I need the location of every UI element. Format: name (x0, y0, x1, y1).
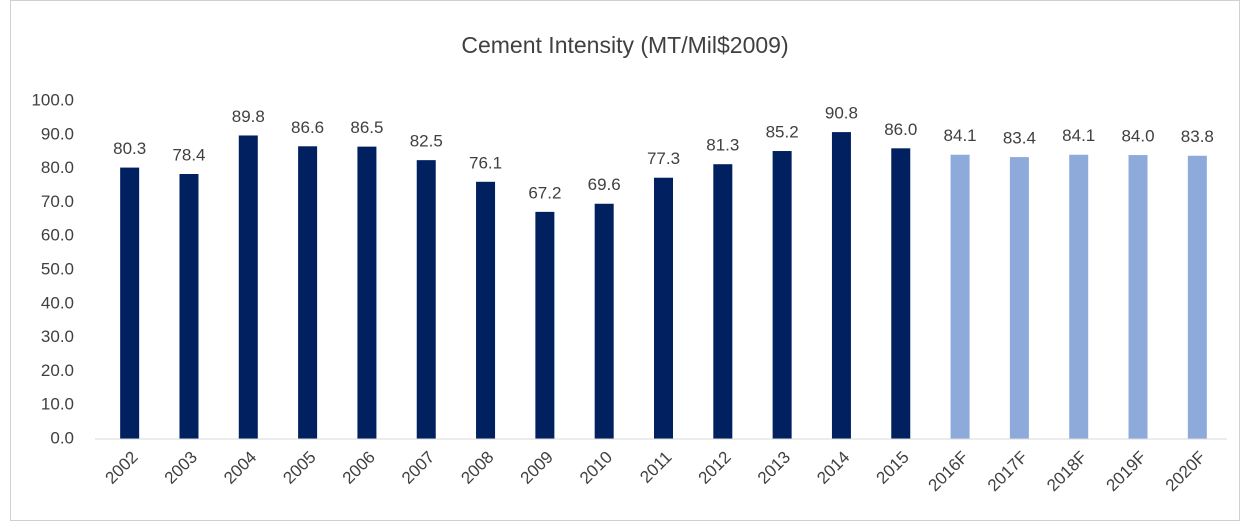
data-label: 86.5 (350, 118, 383, 137)
bar (950, 154, 970, 439)
data-label: 86.0 (884, 120, 917, 139)
data-label: 77.3 (647, 149, 680, 168)
data-label: 78.4 (172, 145, 205, 164)
bar (1009, 157, 1029, 439)
y-tick-label: 10.0 (41, 395, 74, 414)
y-tick-label: 0.0 (50, 428, 74, 447)
bar (1187, 155, 1207, 440)
data-label: 85.2 (766, 123, 799, 142)
bar (831, 132, 851, 439)
bar (713, 164, 733, 439)
y-tick-label: 100.0 (31, 90, 74, 109)
y-tick-label: 70.0 (41, 192, 74, 211)
bar (476, 181, 496, 440)
bar (594, 203, 614, 439)
y-tick-label: 20.0 (41, 361, 74, 380)
bar (179, 174, 199, 439)
y-tick-label: 60.0 (41, 226, 74, 245)
chart-border (10, 0, 1240, 521)
bar (772, 151, 792, 440)
data-label: 83.8 (1181, 127, 1214, 146)
data-label: 86.6 (291, 118, 324, 137)
bar (1128, 155, 1148, 439)
data-label: 76.1 (469, 153, 502, 172)
bar (120, 167, 140, 439)
data-label: 90.8 (825, 104, 858, 123)
data-label: 83.4 (1003, 129, 1036, 148)
data-label: 80.3 (113, 139, 146, 158)
data-label: 81.3 (706, 136, 739, 155)
bar (298, 146, 318, 440)
y-tick-label: 90.0 (41, 124, 74, 143)
data-label: 67.2 (528, 183, 561, 202)
y-tick-label: 30.0 (41, 327, 74, 346)
data-label: 84.1 (1062, 126, 1095, 145)
bar (238, 135, 258, 439)
data-label: 84.0 (1121, 127, 1154, 146)
bar (654, 177, 673, 439)
bar (416, 160, 436, 439)
chart-title: Cement Intensity (MT/Mil$2009) (461, 32, 788, 58)
bar (891, 148, 911, 439)
bar (1069, 154, 1089, 439)
bar (535, 211, 555, 439)
y-tick-label: 80.0 (41, 158, 74, 177)
data-label: 69.6 (588, 175, 621, 194)
data-label: 82.5 (410, 132, 443, 151)
y-tick-label: 40.0 (41, 293, 74, 312)
y-tick-label: 50.0 (41, 259, 74, 278)
data-label: 89.8 (232, 107, 265, 126)
bar (357, 146, 377, 439)
data-label: 84.1 (944, 126, 977, 145)
